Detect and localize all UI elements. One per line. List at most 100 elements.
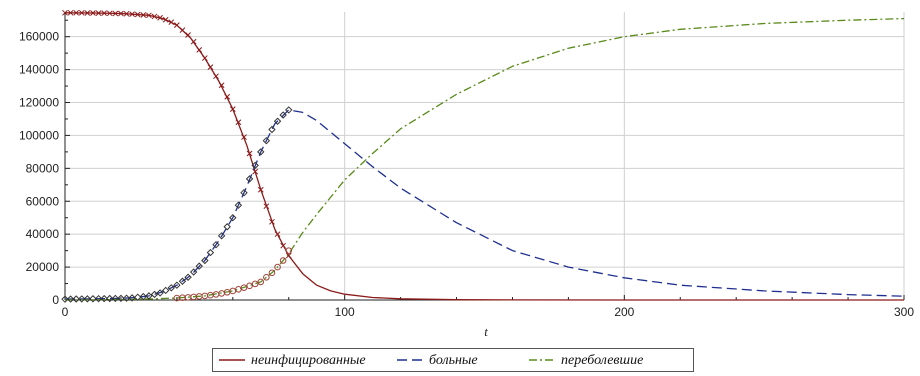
grid [65, 12, 905, 300]
marker-x [78, 9, 85, 16]
marker-x [213, 73, 219, 80]
marker-x [140, 12, 147, 18]
y-tick-label: 20000 [26, 260, 60, 274]
marker-layer [61, 9, 293, 303]
axes: 0 100 200 300 0 20000 40000 60000 80000 100000 120… [19, 12, 914, 319]
marker-x [196, 46, 203, 53]
marker-x [73, 9, 80, 16]
marker-diamond [268, 125, 276, 134]
marker-x [235, 119, 242, 126]
marker-x [112, 10, 119, 17]
marker-x [179, 27, 186, 33]
marker-x [90, 10, 96, 16]
marker-x [185, 32, 191, 38]
legend-label-2: переболевшие [561, 353, 643, 368]
marker-diamond [206, 248, 215, 257]
marker-x [190, 38, 197, 45]
marker-x [246, 150, 253, 157]
marker-diamond [195, 262, 203, 270]
marker-x [123, 10, 130, 17]
marker-x [67, 9, 74, 16]
marker-x [218, 82, 225, 89]
y-tick-label: 100000 [19, 128, 59, 142]
marker-x [151, 13, 158, 20]
marker-diamond [240, 188, 248, 197]
series-line-1 [64, 109, 905, 300]
marker-diamond [212, 240, 220, 249]
x-tick-label: 300 [894, 305, 914, 319]
marker-diamond [117, 294, 125, 303]
y-tick-label: 60000 [26, 194, 60, 208]
marker-diamond [122, 294, 131, 302]
marker-diamond [273, 117, 282, 125]
marker-x [241, 134, 247, 140]
marker-diamond [111, 294, 120, 303]
marker-x [201, 55, 208, 61]
marker-diamond [234, 201, 243, 209]
y-tick-label: 80000 [26, 161, 60, 175]
marker-x [134, 11, 141, 18]
marker-diamond [262, 136, 271, 145]
marker-x [62, 9, 68, 16]
marker-x [168, 19, 175, 26]
marker-x [129, 11, 135, 17]
marker-diamond [128, 294, 136, 302]
marker-circle [251, 280, 259, 288]
legend: неинфицированные больные переболевшие [212, 348, 694, 372]
marker-circle [240, 284, 248, 291]
marker-circle [279, 257, 287, 264]
marker-x [280, 242, 286, 249]
x-tick-label: 100 [335, 305, 355, 319]
marker-diamond [279, 111, 287, 119]
marker-x [106, 10, 113, 17]
marker-diamond [150, 290, 159, 299]
marker-diamond [106, 294, 114, 303]
series-line-0 [64, 12, 904, 301]
marker-x [274, 231, 281, 238]
marker-x [257, 186, 264, 193]
marker-diamond [223, 223, 231, 231]
marker-x [174, 22, 180, 29]
marker-diamond [189, 268, 198, 276]
marker-diamond [61, 295, 69, 303]
y-tick-label: 40000 [26, 227, 60, 241]
marker-circle [285, 247, 293, 254]
marker-circle [263, 273, 270, 281]
series-line-2 [64, 17, 905, 301]
marker-diamond [94, 294, 103, 303]
x-tick-label: 0 [62, 305, 69, 319]
marker-diamond [167, 284, 175, 292]
legend-label-0: неинфицированные [251, 353, 366, 368]
marker-diamond [139, 292, 148, 301]
marker-diamond [229, 214, 237, 222]
marker-diamond [184, 273, 192, 281]
marker-diamond [156, 289, 164, 297]
marker-circle [257, 278, 265, 286]
y-tick-label: 120000 [19, 96, 59, 110]
marker-circle [268, 269, 276, 277]
marker-circle [274, 263, 281, 271]
marker-x [269, 218, 275, 225]
marker-diamond [251, 161, 259, 170]
marker-diamond [285, 106, 293, 114]
marker-diamond [66, 295, 75, 303]
marker-diamond [161, 286, 170, 295]
marker-diamond [201, 256, 209, 265]
marker-diamond [257, 148, 265, 156]
marker-x [224, 93, 231, 100]
marker-diamond [145, 292, 153, 300]
marker-x [157, 14, 163, 21]
marker-circle [246, 282, 253, 290]
marker-diamond [78, 295, 86, 303]
marker-x [95, 10, 102, 17]
marker-diamond [89, 295, 97, 303]
marker-diamond [134, 293, 142, 301]
y-tick-label: 0 [52, 293, 59, 307]
marker-diamond [217, 232, 226, 240]
marker-x [162, 16, 169, 23]
marker-diamond [178, 277, 187, 285]
marker-x [263, 203, 270, 210]
marker-diamond [173, 281, 181, 289]
legend-svg: неинфицированные больные переболевшие [219, 353, 643, 368]
